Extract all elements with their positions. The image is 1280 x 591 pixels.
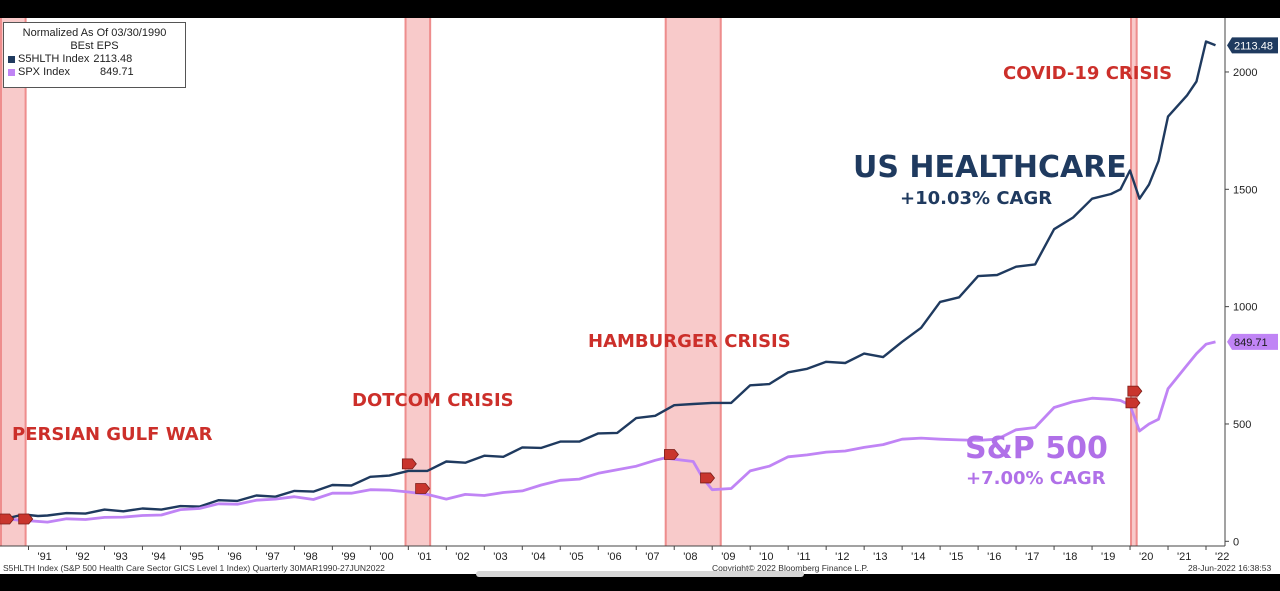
x-tick-label: '13	[873, 551, 887, 563]
legend-item-spx: SPX Index 849.71	[4, 66, 185, 79]
x-tick-label: '20	[1139, 551, 1153, 563]
x-tick-label: '01	[417, 551, 431, 563]
shaded-period	[1130, 18, 1138, 546]
shaded-period	[404, 18, 432, 546]
x-tick-label: '19	[1101, 551, 1115, 563]
x-tick-label: '05	[569, 551, 583, 563]
x-tick-label: '96	[227, 551, 241, 563]
x-tick-label: '91	[37, 551, 51, 563]
line-chart: 0 500 1000 1500 2000 '91 '92 '93 '94 '95 '96 '97 '98…	[0, 18, 1278, 563]
series-line-spx	[0, 340, 1216, 524]
last-value-text: 2113.48	[1234, 40, 1273, 52]
x-tick-label: '11	[797, 551, 811, 563]
event-marker-icon	[700, 472, 716, 484]
event-marker-icon	[664, 449, 679, 460]
x-tick-label: '98	[303, 551, 317, 563]
home-indicator[interactable]	[476, 571, 804, 577]
x-tick-label: '15	[949, 551, 963, 563]
y-tick-label: 1500	[1233, 184, 1257, 196]
x-tick-label: '08	[683, 551, 697, 563]
x-tick-label: '95	[189, 551, 203, 563]
shaded-period	[664, 18, 722, 546]
x-tick-label: '21	[1177, 551, 1191, 563]
last-value-text: 849.71	[1234, 337, 1268, 349]
x-tick-label: '18	[1063, 551, 1077, 563]
x-tick-label: '10	[759, 551, 773, 563]
x-tick-label: '22	[1215, 551, 1229, 563]
x-tick-label: '97	[265, 551, 279, 563]
x-tick-label: '03	[493, 551, 507, 563]
footer-copyright: Copyright© 2022 Bloomberg Finance L.P.	[712, 563, 869, 573]
y-tick-label: 500	[1233, 419, 1251, 431]
x-tick-label: '12	[835, 551, 849, 563]
y-tick-label: 1000	[1233, 302, 1257, 314]
x-tick-label: '92	[75, 551, 89, 563]
event-marker-icon	[18, 513, 34, 525]
y-tick-label: 2000	[1233, 67, 1257, 79]
x-tick-label: '94	[151, 551, 165, 563]
annotation-healthcare-title: US HEALTHCARE	[853, 150, 1127, 185]
annotation-persian-gulf-war: PERSIAN GULF WAR	[12, 424, 213, 445]
legend-value-spx: 849.71	[99, 66, 134, 78]
annotation-healthcare-cagr: +10.03% CAGR	[900, 188, 1052, 209]
legend-title-line1: Normalized As Of 03/30/1990	[22, 27, 167, 39]
last-value-tag	[1227, 333, 1278, 350]
last-value-tag	[1227, 37, 1278, 54]
series-line-healthcare	[0, 40, 1216, 519]
annotation-hamburger-crisis: HAMBURGER CRISIS	[588, 331, 791, 352]
legend-swatch-spx	[8, 69, 15, 76]
legend-label-spx: SPX Index	[18, 66, 70, 78]
x-tick-label: '04	[531, 551, 545, 563]
chart-area: 0 500 1000 1500 2000 '91 '92 '93 '94 '95 '96 '97 '98…	[0, 18, 1280, 574]
legend-item-healthcare: S5HLTH Index 2113.48	[4, 53, 185, 66]
legend-label-healthcare: S5HLTH Index	[18, 53, 90, 65]
footer-timestamp: 28-Jun-2022 16:38:53	[1188, 563, 1272, 573]
x-tick-label: '17	[1025, 551, 1039, 563]
annotation-sp500-cagr: +7.00% CAGR	[966, 468, 1106, 489]
legend-value-healthcare: 2113.48	[93, 53, 133, 65]
x-tick-label: '02	[455, 551, 469, 563]
footer-source: S5HLTH Index (S&P 500 Health Care Sector…	[3, 563, 385, 573]
legend-box: Normalized As Of 03/30/1990 BEst EPS S5H…	[3, 22, 186, 88]
annotation-dotcom-crisis: DOTCOM CRISIS	[352, 390, 514, 411]
x-tick-label: '93	[113, 551, 127, 563]
event-marker-icon	[401, 458, 417, 470]
x-tick-label: '07	[645, 551, 659, 563]
x-tick-label: '99	[341, 551, 355, 563]
shaded-period	[0, 18, 27, 546]
x-tick-label: '09	[721, 551, 735, 563]
legend-title-line2: BEst EPS	[70, 40, 119, 52]
x-tick-label: '00	[379, 551, 393, 563]
event-marker-icon	[1125, 397, 1141, 409]
x-tick-label: '16	[987, 551, 1001, 563]
event-marker-icon	[0, 513, 15, 525]
annotation-covid-crisis: COVID-19 CRISIS	[1003, 63, 1172, 84]
legend-swatch-healthcare	[8, 56, 15, 63]
event-marker-icon	[1127, 385, 1143, 397]
x-tick-label: '06	[607, 551, 621, 563]
y-tick-label: 0	[1233, 536, 1239, 548]
x-tick-label: '14	[911, 551, 925, 563]
event-marker-icon	[415, 483, 431, 494]
annotation-sp500-title: S&P 500	[965, 431, 1108, 466]
